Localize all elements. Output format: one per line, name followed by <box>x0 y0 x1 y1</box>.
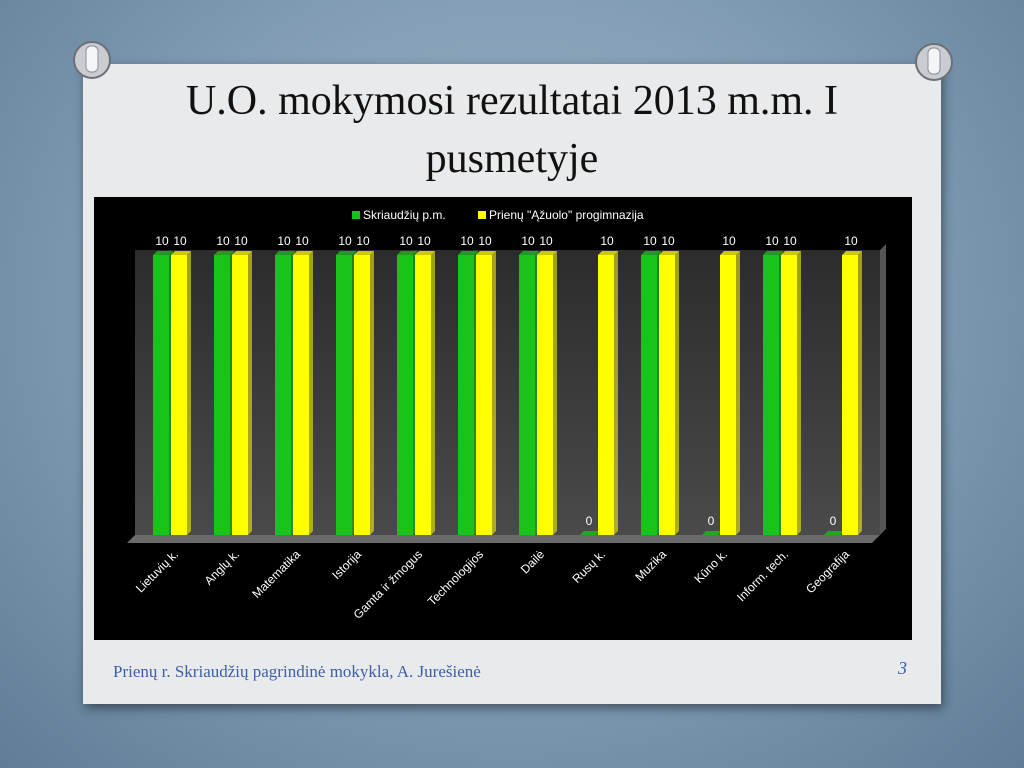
legend-label: Prienų "Ąžuolo" progimnazija <box>489 208 644 222</box>
bar <box>397 251 417 535</box>
bar <box>519 251 539 535</box>
chart: Skriaudžių p.m. Prienų "Ąžuolo" progimnaz… <box>127 208 886 622</box>
bar <box>781 251 801 535</box>
x-tick-label: Istorija <box>329 547 364 582</box>
data-label: 10 <box>661 234 675 248</box>
slide-title: U.O. mokymosi rezultatai 2013 m.m. I pus… <box>185 78 839 182</box>
data-label: 10 <box>216 234 230 248</box>
back-wall <box>135 250 880 535</box>
bar <box>336 251 356 535</box>
bar <box>171 251 191 535</box>
x-tick-label: Lietuvių k. <box>133 547 181 595</box>
data-label: 10 <box>234 234 248 248</box>
data-label: 10 <box>173 234 187 248</box>
bar <box>580 531 600 535</box>
bar <box>842 251 862 535</box>
bar <box>458 251 478 535</box>
bar <box>763 251 783 535</box>
data-label: 10 <box>356 234 370 248</box>
bar <box>702 531 722 535</box>
data-label: 10 <box>765 234 779 248</box>
floor <box>127 535 880 543</box>
data-label: 10 <box>844 234 858 248</box>
x-tick-label: Inform. tech. <box>734 547 791 604</box>
legend-swatch <box>478 211 486 219</box>
data-label: 0 <box>586 514 593 528</box>
data-label: 10 <box>783 234 797 248</box>
data-label: 0 <box>708 514 715 528</box>
legend-swatch <box>352 211 360 219</box>
footer: Prienų r. Skriaudžių pagrindinė mokykla,… <box>113 662 481 681</box>
x-tick-label: Anglų k. <box>202 547 243 588</box>
data-label: 0 <box>830 514 837 528</box>
data-label: 10 <box>539 234 553 248</box>
bar <box>476 251 496 535</box>
bar <box>824 531 844 535</box>
data-label: 10 <box>277 234 291 248</box>
x-tick-label: Muzika <box>632 547 669 584</box>
data-label: 10 <box>399 234 413 248</box>
bar <box>537 251 557 535</box>
bar <box>720 251 740 535</box>
x-tick-label: Rusų k. <box>569 547 608 586</box>
data-label: 10 <box>521 234 535 248</box>
bar <box>641 251 661 535</box>
x-tick-label: Technologijos <box>425 547 486 608</box>
bar <box>659 251 679 535</box>
bar <box>293 251 313 535</box>
x-tick-label: Geografija <box>803 547 852 596</box>
bar <box>153 251 173 535</box>
bar <box>415 251 435 535</box>
bar <box>598 251 618 535</box>
page-number: 3 <box>898 658 907 678</box>
chart-area: Skriaudžių p.m. Prienų "Ąžuolo" progimnaz… <box>94 197 912 640</box>
x-tick-label: Dailė <box>518 547 547 576</box>
data-label: 10 <box>295 234 309 248</box>
x-tick-label: Kūno k. <box>691 547 730 586</box>
pin <box>915 43 953 81</box>
data-label: 10 <box>722 234 736 248</box>
data-label: 10 <box>417 234 431 248</box>
side-wall <box>880 244 886 535</box>
data-label: 10 <box>478 234 492 248</box>
bar <box>232 251 252 535</box>
bar <box>354 251 374 535</box>
x-tick-label: Matematika <box>249 547 303 601</box>
bar <box>275 251 295 535</box>
data-label: 10 <box>460 234 474 248</box>
data-label: 10 <box>600 234 614 248</box>
data-label: 10 <box>155 234 169 248</box>
data-label: 10 <box>643 234 657 248</box>
bar <box>214 251 234 535</box>
data-label: 10 <box>338 234 352 248</box>
pin <box>73 41 111 79</box>
legend-label: Skriaudžių p.m. <box>363 208 446 222</box>
